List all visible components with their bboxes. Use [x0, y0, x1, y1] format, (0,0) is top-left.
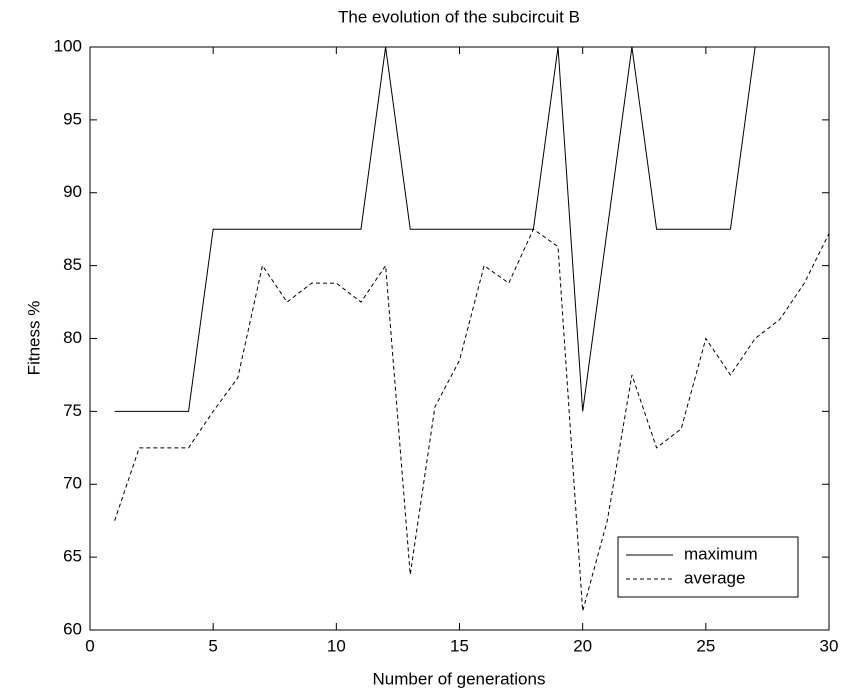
y-axis-label: Fitness %: [24, 301, 43, 376]
y-tick-label: 100: [54, 36, 82, 55]
y-tick-label: 75: [63, 401, 82, 420]
x-axis-label: Number of generations: [373, 669, 546, 688]
legend-label: maximum: [684, 544, 758, 563]
legend-box: [617, 536, 799, 598]
line-series: [114, 228, 830, 612]
legend-label: average: [684, 568, 745, 587]
chart-title: The evolution of the subcircuit B: [338, 7, 580, 26]
y-tick-label: 60: [63, 619, 82, 638]
x-tick-label: 30: [820, 636, 839, 655]
y-tick-label: 90: [63, 182, 82, 201]
x-tick-label: 20: [573, 636, 592, 655]
x-tick-label: 5: [208, 636, 217, 655]
line-series: [114, 46, 829, 412]
x-tick-label: 25: [696, 636, 715, 655]
y-tick-label: 95: [63, 109, 82, 128]
y-tick-label: 85: [63, 255, 82, 274]
y-tick-label: 80: [63, 328, 82, 347]
x-tick-label: 10: [327, 636, 346, 655]
y-tick-label: 70: [63, 474, 82, 493]
x-tick-label: 0: [85, 636, 94, 655]
y-tick-label: 65: [63, 547, 82, 566]
x-tick-label: 15: [450, 636, 469, 655]
